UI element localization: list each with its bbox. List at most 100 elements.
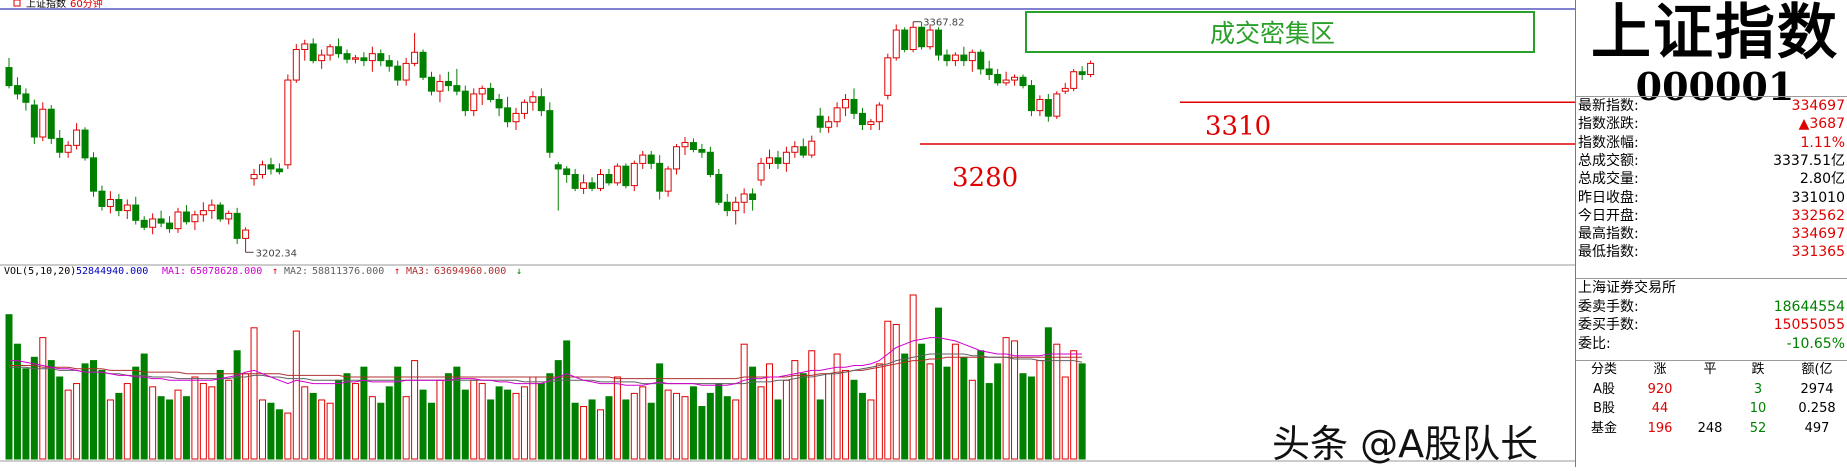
volume-bar	[985, 383, 993, 460]
volume-bar	[571, 402, 579, 460]
candle	[402, 57, 410, 86]
candle-body	[106, 199, 114, 207]
quote-row: 总成交额: 3337.51亿	[1576, 151, 1847, 171]
candle-body	[166, 222, 174, 230]
candle	[1053, 91, 1061, 119]
candle	[335, 38, 343, 58]
quote-row: 最高指数: 334697	[1576, 224, 1847, 244]
volume-bar	[968, 379, 976, 460]
volume-bar	[233, 350, 241, 460]
volume-bar	[174, 389, 182, 460]
candle-body	[529, 96, 537, 103]
candle-body	[909, 26, 917, 50]
candle	[943, 49, 951, 67]
candle-body	[284, 79, 292, 166]
volume-bar	[935, 307, 942, 460]
volume-bar	[639, 386, 647, 460]
category-cell: 920	[1647, 381, 1673, 397]
volume-bar	[926, 363, 934, 460]
candle	[757, 157, 765, 186]
volume-bar	[875, 363, 883, 460]
volume-bar	[791, 360, 799, 460]
candle	[487, 82, 495, 103]
candle	[546, 102, 554, 158]
candle	[918, 21, 926, 50]
volume-bar	[250, 327, 258, 460]
quote-row-value: ▲3687	[1798, 116, 1845, 133]
candle	[13, 77, 21, 100]
candle-body	[267, 164, 275, 170]
kline-chart-area[interactable]: 上证指数 60分钟 3202.34 3367.82 成交密集区 3310 3280 VO…	[0, 0, 1575, 467]
volume-bar	[292, 330, 300, 460]
volume-bar	[335, 379, 343, 460]
candle	[275, 163, 283, 175]
candle-body	[292, 49, 300, 81]
title-marker-icon	[13, 0, 21, 7]
quote-row-label: 指数涨幅:	[1578, 134, 1639, 151]
candle-body	[208, 204, 216, 212]
volume-bar	[723, 396, 731, 460]
volume-bar	[47, 360, 55, 460]
volume-bar	[520, 386, 528, 460]
volume-bar	[166, 399, 174, 460]
ma1-label: MA1:	[162, 266, 186, 277]
volume-bar	[918, 343, 926, 460]
volume-bar	[157, 396, 165, 460]
quote-row: 指数涨跌: ▲3687	[1576, 114, 1847, 134]
candle-body	[926, 29, 934, 48]
candle	[732, 196, 740, 225]
volume-bar	[588, 399, 596, 460]
candle-body	[766, 157, 773, 164]
candle-body	[918, 26, 926, 48]
candle	[1061, 82, 1069, 94]
quote-row-label: 指数涨跌:	[1578, 116, 1639, 133]
ma1-value: 65078628.000	[190, 266, 262, 277]
candle-body	[884, 57, 892, 96]
volume-ma1-line	[9, 337, 1083, 386]
volume-bar	[622, 399, 630, 460]
volume-bar	[799, 373, 807, 460]
candle-body	[749, 193, 757, 200]
candle-body	[799, 146, 807, 156]
quote-row-label: 最高指数:	[1578, 226, 1639, 243]
candle-body	[816, 115, 824, 128]
candle-body	[394, 65, 402, 81]
volume-bar	[64, 389, 72, 460]
candle-body	[98, 190, 106, 207]
candle-body	[774, 157, 782, 164]
candle	[681, 137, 689, 156]
category-cell: 44	[1651, 401, 1669, 416]
volume-bar	[267, 402, 275, 460]
candle-body	[875, 104, 883, 123]
volume-bar	[673, 392, 681, 460]
candle-body	[825, 121, 833, 128]
volume-bar	[411, 360, 419, 460]
candle-body	[157, 218, 165, 224]
candle	[81, 127, 89, 161]
level-label-3310: 3310	[1205, 111, 1271, 141]
candle	[664, 166, 672, 197]
candle	[394, 60, 402, 86]
volume-bar	[394, 366, 402, 460]
candle-body	[191, 214, 199, 223]
volume-bar	[1019, 373, 1027, 460]
candle-body	[140, 219, 148, 228]
candle	[385, 55, 393, 72]
kline-chart-svg[interactable]: 上证指数 60分钟 3202.34 3367.82 成交密集区 3310 3280 VO…	[0, 0, 1575, 467]
volume-bar	[647, 402, 655, 460]
candle	[259, 160, 266, 179]
category-header-cell: 跌	[1751, 362, 1765, 377]
candle	[740, 188, 748, 214]
candle-body	[351, 57, 359, 60]
dense-zone-box	[1025, 11, 1535, 53]
candle-body	[377, 53, 385, 62]
candle	[901, 27, 909, 53]
candle	[318, 49, 326, 69]
candle	[504, 96, 512, 128]
volume-bar	[1061, 376, 1069, 460]
candle-body	[597, 174, 604, 189]
category-header-cell: 涨	[1653, 362, 1667, 377]
candle	[808, 135, 816, 158]
candle-body	[673, 146, 681, 170]
candle	[1019, 74, 1027, 89]
